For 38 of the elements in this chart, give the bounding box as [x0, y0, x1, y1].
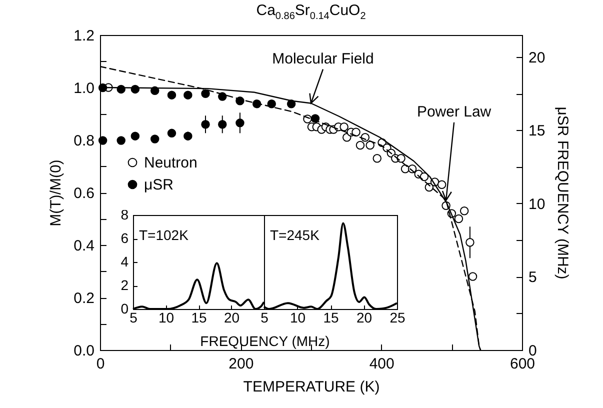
y-tick-label: 0.2 — [74, 290, 94, 307]
x-tick-label: 5 — [130, 310, 138, 326]
legend-label: Neutron — [144, 154, 198, 172]
x-tick-label: 25 — [390, 310, 406, 326]
x-tick-label: 400 — [369, 356, 394, 372]
y2-axis-title: μSR FREQUENCY (MHz) — [554, 106, 572, 280]
y2-tick-label: 10 — [528, 196, 546, 213]
y2-tick-label: 15 — [528, 122, 546, 140]
x-tick-label: 15 — [191, 310, 207, 326]
y-tick-label: 8 — [120, 206, 129, 222]
x-tick-label: 20 — [356, 310, 372, 326]
x-tick-label: 5 — [260, 310, 269, 326]
x-tick-label: 10 — [290, 310, 306, 326]
x-tick-label: 0 — [96, 356, 105, 372]
x-tick-label: 10 — [158, 310, 174, 326]
annotation: Power Law — [416, 103, 492, 120]
y-tick-label: 0.0 — [74, 342, 94, 360]
annotation: T=102K — [139, 227, 190, 243]
annotation: T=245K — [270, 227, 320, 243]
chart-title: Ca$_{0.86}$Sr$_{0.14}$CuO$_{2}$ — [255, 2, 367, 22]
x-tick-label: 20 — [224, 310, 240, 326]
y-tick-label: 6 — [120, 230, 129, 246]
x-axis-title: FREQUENCY (MHz) — [199, 333, 331, 349]
y-tick-label: 0.8 — [74, 132, 94, 150]
y2-tick-label: 20 — [528, 49, 546, 66]
y-tick-label: 4 — [120, 254, 129, 270]
y-tick-label: 1.2 — [74, 28, 94, 44]
y2-tick-label: 5 — [528, 269, 537, 286]
x-tick-label: 15 — [323, 310, 339, 326]
x-tick-label: 200 — [228, 356, 254, 372]
annotation: Molecular Field — [272, 50, 374, 68]
legend-label: μSR — [144, 176, 174, 194]
y-tick-label: 0.4 — [74, 238, 94, 254]
y-tick-label: 1.0 — [74, 80, 94, 97]
y-tick-label: 0.6 — [74, 185, 94, 202]
y-tick-label: 2 — [120, 277, 129, 293]
y-axis-title: M(T)/M(0) — [48, 160, 65, 226]
x-axis-title: TEMPERATURE (K) — [243, 378, 380, 396]
